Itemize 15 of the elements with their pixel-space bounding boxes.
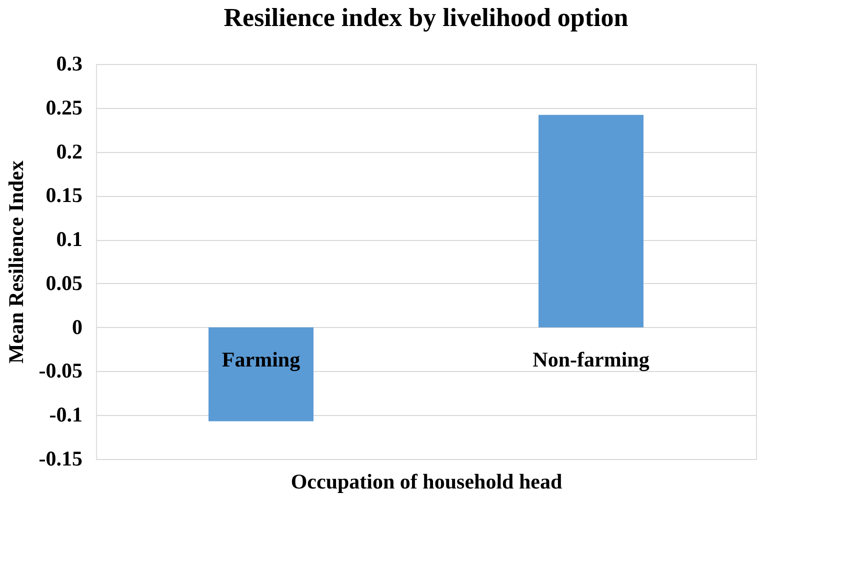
y-tick-label: 0.1 [56,227,82,252]
y-tick-label: 0.05 [46,270,82,295]
y-tick-label: 0.2 [56,139,82,164]
y-tick-label: 0.25 [46,95,82,120]
y-tick-label: -0.15 [38,446,82,470]
y-tick-label: 0.3 [56,52,82,76]
y-tick-label: -0.05 [38,358,82,383]
y-axis-title: Mean Resilience Index [4,160,28,364]
x-axis-title: Occupation of household head [290,470,562,494]
y-tick-label: 0 [72,314,82,339]
x-tick-label: Farming [222,347,301,372]
x-tick-label: Non-farming [532,347,650,372]
y-tick-label: -0.1 [49,402,82,427]
y-tick-label: 0.15 [46,183,82,208]
chart-title: Resilience index by livelihood option [224,3,629,32]
